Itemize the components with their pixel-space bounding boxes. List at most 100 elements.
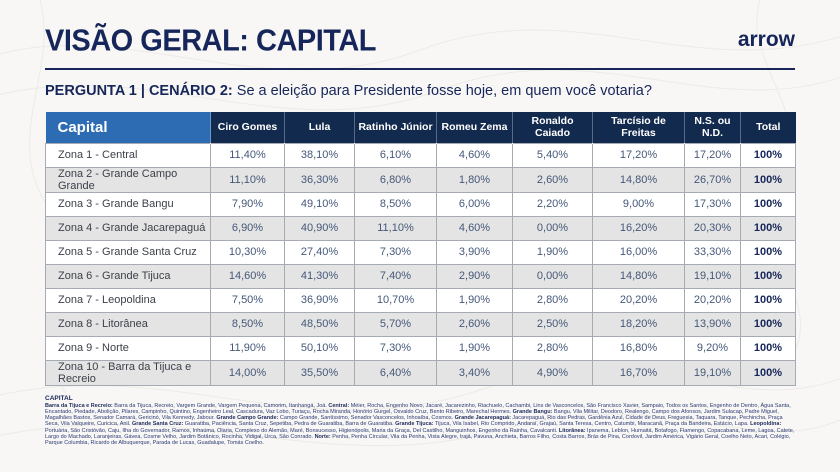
table-row: Zona 4 - Grande Jacarepaguá 6,90% 40,90% 11… [45,215,796,241]
value-cell: 0,00% [512,263,593,289]
value-cell: 8,50% [210,311,285,337]
value-cell: 2,60% [512,166,593,193]
footnote-zone-label: Leopoldina: [750,421,782,428]
total-cell: 100% [740,359,796,386]
footnote-zone-label: Grande Bangu: [512,408,553,415]
zone-cell: Zona 7 - Leopoldina [45,287,211,313]
value-cell: 2,20% [512,191,593,217]
value-cell: 11,10% [210,166,285,193]
footnote-zone-label: Grande Campo Grande: [216,415,279,422]
footnote-zone-label: Litorânea: [558,427,586,434]
value-cell: 17,30% [684,191,741,217]
value-cell: 11,40% [210,142,285,168]
title-divider [45,68,795,70]
value-cell: 4,60% [436,215,513,241]
footnote-zone-label: Norte: [314,433,331,440]
header-bar: VISÃO GERAL: CAPITAL arrow [45,0,795,58]
value-cell: 10,70% [354,287,437,313]
question-text: Se a eleição para Presidente fosse hoje,… [236,83,652,99]
zone-cell: Zona 5 - Grande Santa Cruz [45,239,211,265]
value-cell: 35,50% [284,359,355,386]
total-cell: 100% [740,215,796,241]
value-cell: 0,00% [512,215,593,241]
zone-cell: Zona 6 - Grande Tijuca [45,263,211,289]
value-cell: 27,40% [284,239,355,265]
slide-content: VISÃO GERAL: CAPITAL arrow PERGUNTA 1 | … [45,0,797,447]
table-row: Zona 2 - Grande Campo Grande 11,10% 36,30%… [45,166,796,193]
footnote-zone-label: Grande Jacarepaguá: [454,415,511,422]
value-cell: 18,20% [592,311,685,337]
table-row: Zona 6 - Grande Tijuca 14,60% 41,30% 7,40% 2… [45,263,796,289]
value-cell: 16,80% [592,335,685,361]
footnote-zone-label: Barra da Tijuca e Recreio: [45,402,113,409]
value-cell: 13,90% [684,311,741,337]
footnote-title: CAPITAL [45,394,73,402]
value-cell: 19,10% [684,359,741,386]
column-header: Ciro Gomes [210,112,285,143]
value-cell: 48,50% [284,311,355,337]
zone-cell: Zona 8 - Litorânea [45,311,211,337]
value-cell: 2,90% [436,263,513,289]
value-cell: 1,90% [436,287,513,313]
zone-cell: Zona 9 - Norte [45,335,211,361]
value-cell: 14,80% [592,263,685,289]
total-cell: 100% [740,239,796,265]
value-cell: 50,10% [284,335,355,361]
value-cell: 6,80% [354,166,437,193]
value-cell: 6,40% [354,359,437,386]
value-cell: 20,30% [684,215,741,241]
arrow-logo: arrow [737,28,795,51]
value-cell: 17,20% [592,142,685,168]
column-header: Romeu Zema [436,112,513,143]
value-cell: 9,00% [592,191,685,217]
value-cell: 6,00% [436,191,513,217]
table-row: Zona 10 - Barra da Tijuca e Recreio 14,00… [45,359,796,386]
value-cell: 4,90% [512,359,593,386]
value-cell: 26,70% [684,166,741,193]
value-cell: 10,30% [210,239,285,265]
value-cell: 14,60% [210,263,285,289]
value-cell: 6,90% [210,215,285,241]
table-row: Zona 9 - Norte 11,90% 50,10% 7,30% 1,90% 2,80… [45,335,796,361]
value-cell: 2,50% [512,311,593,337]
value-cell: 5,40% [512,142,593,168]
corner-header-capital: Capital [45,112,211,143]
zone-cell: Zona 1 - Central [45,142,211,168]
page-title: VISÃO GERAL: CAPITAL [45,24,377,58]
column-header: Ratinho Júnior [354,112,437,143]
value-cell: 6,10% [354,142,437,168]
value-cell: 7,90% [210,191,285,217]
table-header-row: Capital Ciro Gomes Lula Ratinho Júnior Rome… [45,112,796,143]
value-cell: 38,10% [284,142,355,168]
value-cell: 7,50% [210,287,285,313]
footnote: CAPITAL Barra da Tijuca e Recreio: Barra… [45,395,797,447]
value-cell: 20,20% [684,287,741,313]
total-cell: 100% [740,142,796,168]
value-cell: 8,50% [354,191,437,217]
table-row: Zona 8 - Litorânea 8,50% 48,50% 5,70% 2,60% 2… [45,311,796,337]
value-cell: 2,80% [512,287,593,313]
table-row: Zona 1 - Central 11,40% 38,10% 6,10% 4,60% 5,… [45,142,796,168]
results-table: Capital Ciro Gomes Lula Ratinho Júnior Rome… [45,112,796,386]
value-cell: 20,20% [592,287,685,313]
value-cell: 49,10% [284,191,355,217]
value-cell: 11,90% [210,335,285,361]
value-cell: 17,20% [684,142,741,168]
value-cell: 1,90% [512,239,593,265]
value-cell: 5,70% [354,311,437,337]
table-row: Zona 3 - Grande Bangu 7,90% 49,10% 8,50% 6,0… [45,191,796,217]
value-cell: 16,70% [592,359,685,386]
value-cell: 41,30% [284,263,355,289]
value-cell: 16,00% [592,239,685,265]
value-cell: 19,10% [684,263,741,289]
column-header: Tarcísio de Freitas [592,112,685,143]
value-cell: 33,30% [684,239,741,265]
value-cell: 7,30% [354,335,437,361]
footnote-text: Barra da Tijuca e Recreio: Barra da Tiju… [45,402,795,447]
value-cell: 3,40% [436,359,513,386]
question-prefix: PERGUNTA 1 | CENÁRIO 2: [45,83,233,99]
value-cell: 11,10% [354,215,437,241]
column-header: Lula [284,112,355,143]
value-cell: 7,40% [354,263,437,289]
